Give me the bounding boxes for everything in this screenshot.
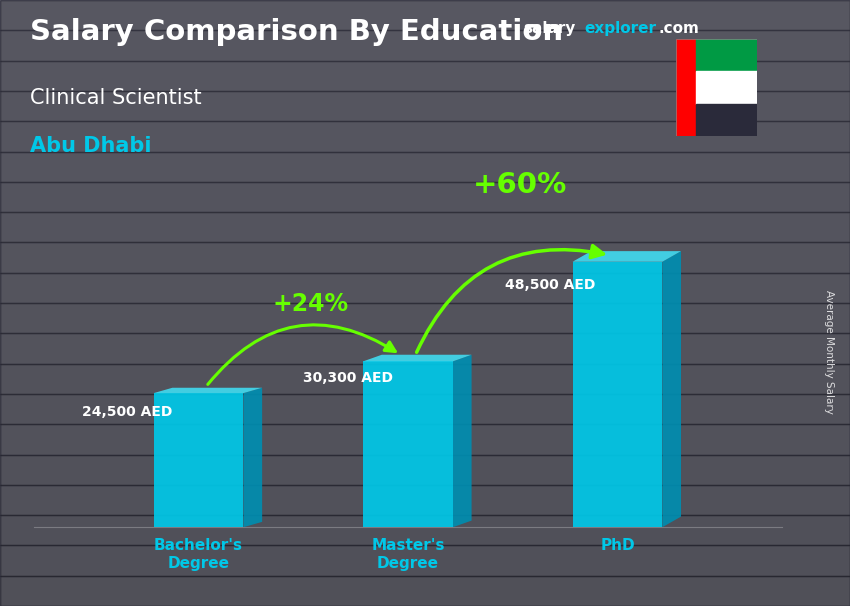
Bar [0, 485, 850, 515]
Text: salary: salary [523, 21, 575, 36]
Text: +60%: +60% [473, 171, 567, 199]
Text: Salary Comparison By Education: Salary Comparison By Education [30, 18, 563, 46]
Bar [696, 39, 756, 72]
Text: 30,300 AED: 30,300 AED [303, 371, 394, 385]
Bar [0, 242, 850, 273]
Bar [0, 121, 850, 152]
Text: Average Monthly Salary: Average Monthly Salary [824, 290, 834, 413]
Polygon shape [243, 388, 262, 527]
Polygon shape [363, 355, 472, 361]
Bar [154, 393, 243, 527]
Bar [0, 394, 850, 424]
Text: 24,500 AED: 24,500 AED [82, 405, 173, 419]
Bar [0, 182, 850, 212]
Bar [696, 104, 756, 136]
Bar [676, 39, 696, 136]
Text: .com: .com [659, 21, 700, 36]
Bar [0, 212, 850, 242]
Bar [696, 72, 756, 104]
Bar [0, 0, 850, 30]
Bar [0, 364, 850, 394]
Polygon shape [154, 388, 262, 393]
Bar [0, 30, 850, 61]
Text: explorer: explorer [585, 21, 657, 36]
Bar [0, 454, 850, 485]
Bar [0, 61, 850, 91]
Bar [0, 576, 850, 606]
Polygon shape [453, 355, 472, 527]
Bar [0, 424, 850, 454]
Polygon shape [573, 251, 681, 262]
Bar [0, 303, 850, 333]
Text: +24%: +24% [273, 292, 348, 316]
Bar [0, 333, 850, 364]
Bar [0, 515, 850, 545]
Polygon shape [662, 251, 681, 527]
Bar [0, 152, 850, 182]
Bar [363, 361, 453, 527]
Bar [0, 91, 850, 121]
Text: 48,500 AED: 48,500 AED [505, 278, 595, 291]
Text: Clinical Scientist: Clinical Scientist [30, 88, 201, 108]
Bar [573, 262, 662, 527]
Text: Abu Dhabi: Abu Dhabi [30, 136, 151, 156]
Bar [0, 273, 850, 303]
Bar [0, 545, 850, 576]
